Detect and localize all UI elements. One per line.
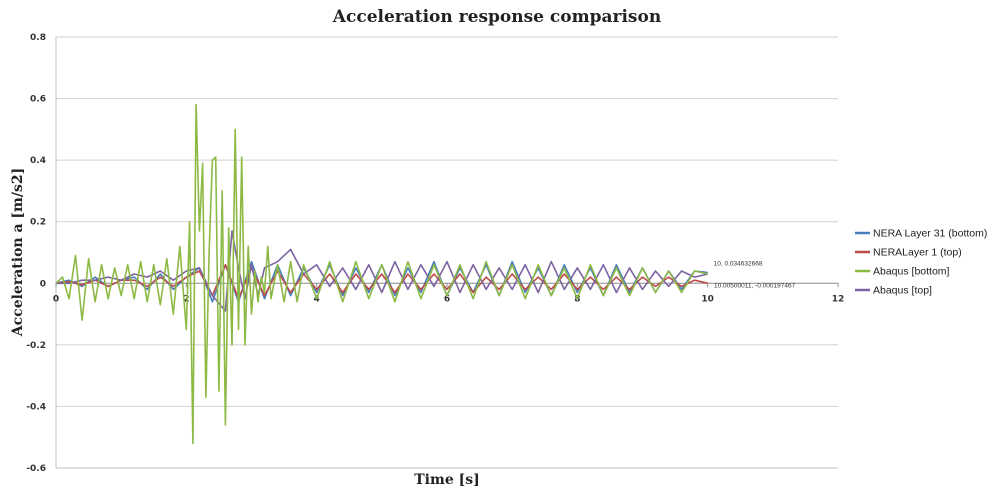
- x-tick-label: 2: [183, 294, 189, 304]
- y-tick-label: -0.6: [26, 464, 46, 474]
- x-tick-label: 10: [701, 294, 714, 304]
- series-line-3: [56, 230, 708, 312]
- annotations: 10, 0.034632668 10.00500011, -0.000197467: [714, 261, 796, 290]
- series-line-2: [55, 103, 708, 445]
- y-tick-label: 0.4: [30, 156, 46, 166]
- annotation-label: 10, 0.034632668: [714, 261, 763, 268]
- legend-label: NERA Layer 31 (bottom): [873, 228, 987, 240]
- x-axis-title: Time [s]: [414, 472, 479, 488]
- grid-lines: [56, 36, 838, 469]
- chart-title: Acceleration response comparison: [332, 7, 661, 27]
- y-tick-label: -0.4: [26, 402, 46, 412]
- series-group: [55, 103, 709, 445]
- x-tick-label: 0: [53, 294, 59, 304]
- x-tick-label: 6: [444, 294, 450, 304]
- y-tick-label: 0.8: [30, 33, 46, 43]
- legend: NERA Layer 31 (bottom) NERALayer 1 (top) A…: [855, 228, 987, 297]
- annotation-label: 10.00500011, -0.000197467: [714, 282, 796, 289]
- axes: -0.6-0.4-0.200.20.40.60.80 2 4 6 8 10 12: [26, 33, 844, 474]
- legend-label: Abaqus [top]: [873, 285, 932, 297]
- y-tick-label: -0.2: [26, 341, 46, 351]
- y-axis-title: Acceleration a [m/s2]: [10, 168, 26, 337]
- legend-label: Abaqus [bottom]: [873, 266, 950, 278]
- y-tick-label: 0.6: [30, 95, 46, 105]
- x-tick-label: 12: [832, 294, 845, 304]
- legend-label: NERALayer 1 (top): [873, 247, 962, 259]
- y-tick-label: 0: [40, 279, 46, 289]
- y-tick-label: 0.2: [30, 218, 46, 228]
